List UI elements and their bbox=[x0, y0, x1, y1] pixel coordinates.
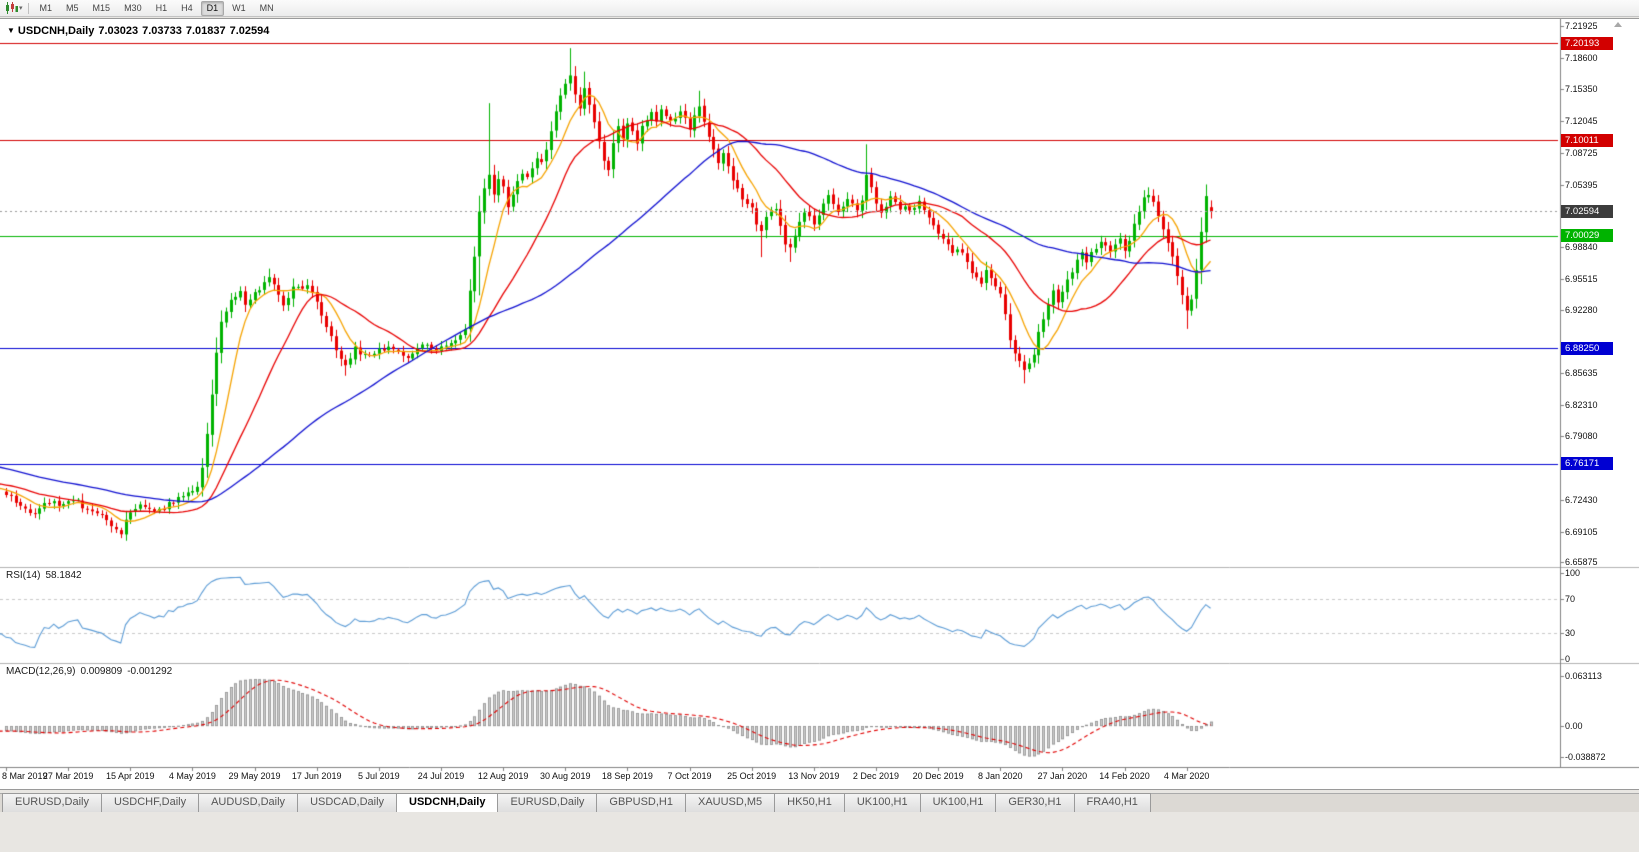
timeframe-buttons: M1 M5 M15 M30 H1 H4 D1 W1 MN bbox=[34, 0, 282, 16]
toolbar-separator bbox=[27, 2, 29, 14]
ohlc-high: 7.03733 bbox=[142, 25, 182, 37]
tab-uk100-h1[interactable]: UK100,H1 bbox=[919, 793, 997, 812]
macd-name: MACD(12,26,9) bbox=[6, 666, 76, 677]
tab-eurusd-daily[interactable]: EURUSD,Daily bbox=[2, 793, 102, 812]
candlestick-chart-icon[interactable] bbox=[3, 2, 19, 15]
chart-canvas[interactable] bbox=[0, 19, 1639, 789]
macd-main-value: 0.009809 bbox=[80, 666, 123, 677]
chart-type-dropdown-icon[interactable]: ▾ bbox=[19, 5, 23, 12]
tab-hk50-h1[interactable]: HK50,H1 bbox=[774, 793, 845, 812]
timeframe-button-mn[interactable]: MN bbox=[259, 2, 274, 13]
tab-gbpusd-h1[interactable]: GBPUSD,H1 bbox=[596, 793, 686, 812]
tab-xauusd-m5[interactable]: XAUUSD,M5 bbox=[684, 793, 776, 812]
ohlc-open: 7.03023 bbox=[98, 25, 139, 37]
timeframe-button-h1[interactable]: H1 bbox=[155, 2, 168, 13]
tab-usdcad-daily[interactable]: USDCAD,Daily bbox=[297, 793, 398, 812]
tab-usdchf-daily[interactable]: USDCHF,Daily bbox=[100, 793, 200, 812]
timeframe-button-m5[interactable]: M5 bbox=[66, 2, 79, 13]
timeframe-button-w1[interactable]: W1 bbox=[232, 2, 246, 13]
tab-ger30-h1[interactable]: GER30,H1 bbox=[995, 793, 1075, 812]
chart-symbol-period: USDCNH,Daily bbox=[17, 25, 95, 37]
ohlc-close: 7.02594 bbox=[229, 25, 270, 37]
ohlc-low: 7.01837 bbox=[185, 25, 226, 37]
chart-window: ▼ USDCNH,Daily 7.03023 7.03733 7.01837 7.0259… bbox=[0, 18, 1639, 790]
macd-indicator-label: MACD(12,26,9) 0.009809 -0.001292 bbox=[6, 666, 177, 677]
timeframe-button-d1[interactable]: D1 bbox=[200, 0, 225, 16]
timeframe-button-h4[interactable]: H4 bbox=[181, 2, 193, 13]
rsi-name: RSI(14) bbox=[6, 570, 41, 581]
rsi-value: 58.1842 bbox=[45, 570, 82, 581]
chart-tabs: EURUSD,Daily USDCHF,Daily AUDUSD,Daily USDC… bbox=[0, 793, 1639, 812]
chart-title: ▼ USDCNH,Daily 7.03023 7.03733 7.01837 7.0259… bbox=[7, 25, 273, 37]
rsi-indicator-label: RSI(14) 58.1842 bbox=[6, 570, 87, 581]
timeframe-button-m1[interactable]: M1 bbox=[39, 2, 53, 13]
chart-menu-icon[interactable]: ▼ bbox=[7, 26, 15, 35]
tab-eurusd-daily[interactable]: EURUSD,Daily bbox=[497, 793, 598, 812]
scroll-up-icon[interactable] bbox=[1614, 22, 1622, 27]
tab-audusd-daily[interactable]: AUDUSD,Daily bbox=[198, 793, 299, 812]
toolbar: ▾ M1 M5 M15 M30 H1 H4 D1 W1 MN bbox=[0, 0, 1639, 17]
tab-usdcnh-daily[interactable]: USDCNH,Daily bbox=[396, 793, 499, 812]
tab-fra40-h1[interactable]: FRA40,H1 bbox=[1073, 793, 1151, 812]
tab-uk100-h1[interactable]: UK100,H1 bbox=[843, 793, 921, 812]
macd-signal-value: -0.001292 bbox=[127, 666, 173, 677]
timeframe-button-m30[interactable]: M30 bbox=[124, 2, 142, 13]
timeframe-button-m15[interactable]: M15 bbox=[92, 2, 111, 13]
